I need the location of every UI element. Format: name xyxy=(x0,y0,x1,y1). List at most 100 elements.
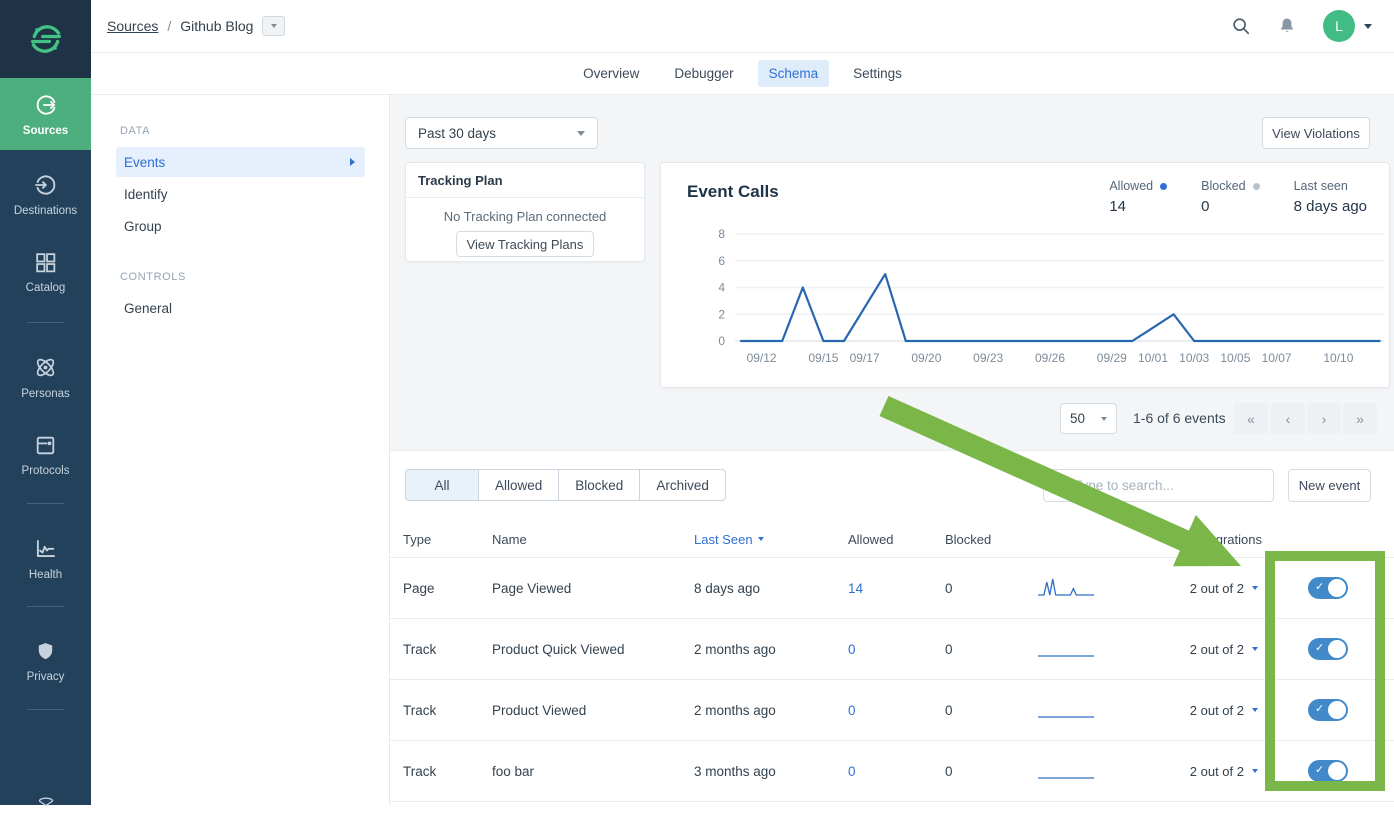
bell-icon[interactable] xyxy=(1277,16,1297,37)
integrations-caret-icon[interactable] xyxy=(1252,708,1258,712)
table-row[interactable]: Track Product Viewed 2 months ago 0 0 2 out o… xyxy=(390,680,1394,741)
integrations-toggle[interactable]: ✓ xyxy=(1308,699,1348,721)
date-range-value: Past 30 days xyxy=(418,125,497,141)
check-icon: ✓ xyxy=(1315,581,1325,593)
tab-schema[interactable]: Schema xyxy=(757,60,830,87)
integrations-toggle[interactable]: ✓ xyxy=(1308,638,1348,660)
sidebar-item-personas[interactable]: Personas xyxy=(0,341,91,413)
tracking-plan-title: Tracking Plan xyxy=(406,163,644,198)
pagination-last-button[interactable]: » xyxy=(1343,403,1377,434)
stat-blocked: Blocked 0 xyxy=(1201,179,1260,215)
cell-allowed-link[interactable]: 0 xyxy=(848,763,856,779)
source-switcher-dropdown[interactable] xyxy=(262,16,286,36)
check-icon: ✓ xyxy=(1315,642,1325,654)
column-last-seen-sort[interactable]: Last Seen xyxy=(694,532,848,547)
protocols-icon xyxy=(33,433,58,458)
svg-text:10/01: 10/01 xyxy=(1138,351,1168,365)
cell-integrations: 2 out of 2 xyxy=(1189,763,1244,779)
table-row[interactable]: Track Product Quick Viewed 2 months ago 0 0 2… xyxy=(390,619,1394,680)
sidebar-item-identify[interactable]: Identify xyxy=(124,186,168,202)
sidebar-item-protocols[interactable]: Protocols xyxy=(0,419,91,491)
pagination-first-button[interactable]: « xyxy=(1234,403,1268,434)
search-input[interactable] xyxy=(1043,469,1274,502)
svg-text:09/26: 09/26 xyxy=(1035,351,1065,365)
integrations-caret-icon[interactable] xyxy=(1252,769,1258,773)
table-row[interactable]: Page Page Viewed 8 days ago 14 0 2 out of 2 ✓ xyxy=(390,558,1394,619)
integrations-toggle[interactable]: ✓ xyxy=(1308,760,1348,782)
filter-tab-allowed[interactable]: Allowed xyxy=(478,469,560,501)
sidebar-item-sources[interactable]: Sources xyxy=(0,78,91,150)
filter-tab-blocked[interactable]: Blocked xyxy=(558,469,641,501)
page-size-select[interactable]: 50 xyxy=(1060,403,1117,434)
tab-settings[interactable]: Settings xyxy=(853,66,902,81)
table-row[interactable]: Track foo bar 3 months ago 0 0 2 out of 2 ✓ xyxy=(390,741,1394,802)
integrations-caret-icon[interactable] xyxy=(1252,647,1258,651)
legend-dot-icon xyxy=(1252,182,1260,190)
privacy-icon xyxy=(34,640,57,664)
schema-nav-panel: DATA Events Identify Group CONTROLS General xyxy=(91,95,390,805)
sidebar-item-general[interactable]: General xyxy=(124,300,173,316)
chevron-right-icon xyxy=(350,158,355,166)
stat-last-seen: Last seen 8 days ago xyxy=(1293,179,1367,215)
tab-overview[interactable]: Overview xyxy=(583,66,640,81)
sidebar-item-privacy[interactable]: Privacy xyxy=(0,625,91,697)
cell-name: Product Quick Viewed xyxy=(492,641,625,657)
user-menu[interactable]: L xyxy=(1323,10,1372,42)
integrations-toggle[interactable]: ✓ xyxy=(1308,577,1348,599)
search-icon[interactable] xyxy=(1231,16,1251,36)
cell-last-seen: 2 months ago xyxy=(694,641,776,657)
cell-last-seen: 3 months ago xyxy=(694,763,776,779)
filter-tab-all[interactable]: All xyxy=(405,469,479,501)
tab-debugger[interactable]: Debugger xyxy=(674,66,734,81)
breadcrumb-sources-link[interactable]: Sources xyxy=(107,18,159,34)
cell-type: Track xyxy=(403,641,437,657)
filter-tab-archived[interactable]: Archived xyxy=(639,469,726,501)
cell-allowed-link[interactable]: 14 xyxy=(848,580,864,596)
svg-text:4: 4 xyxy=(718,281,725,295)
sidebar-item-label: Sources xyxy=(22,124,69,137)
partial-icon xyxy=(0,795,91,813)
cell-name: foo bar xyxy=(492,763,535,779)
chart-stats: Allowed 14 Blocked 0 Last seen 8 days ago xyxy=(1109,179,1367,215)
new-event-button[interactable]: New event xyxy=(1288,469,1371,502)
sidebar: Sources Destinations Catalog Personas Protoc… xyxy=(0,0,91,807)
view-violations-button[interactable]: View Violations xyxy=(1262,117,1370,149)
segment-logo-icon[interactable] xyxy=(0,0,91,78)
sort-caret-icon xyxy=(757,537,764,541)
pagination-prev-button[interactable]: ‹ xyxy=(1271,403,1305,434)
page-size-value: 50 xyxy=(1070,411,1086,426)
sidebar-item-health[interactable]: Health xyxy=(0,522,91,594)
cell-integrations: 2 out of 2 xyxy=(1189,641,1244,657)
topbar: Sources / Github Blog L xyxy=(91,0,1394,53)
chart-title: Event Calls xyxy=(687,182,779,201)
avatar[interactable]: L xyxy=(1323,10,1355,42)
sidebar-item-events[interactable]: Events xyxy=(116,147,365,177)
sidebar-item-label: Catalog xyxy=(25,282,66,294)
svg-text:10/05: 10/05 xyxy=(1220,351,1250,365)
personas-icon xyxy=(32,354,59,381)
svg-text:10/03: 10/03 xyxy=(1179,351,1209,365)
column-integrations: Integrations xyxy=(1194,531,1262,547)
svg-text:6: 6 xyxy=(718,254,725,268)
cell-allowed-link[interactable]: 0 xyxy=(848,702,856,718)
sidebar-item-catalog[interactable]: Catalog xyxy=(0,236,91,308)
view-tracking-plans-button[interactable]: View Tracking Plans xyxy=(455,231,595,257)
date-range-select[interactable]: Past 30 days xyxy=(405,117,598,149)
cell-allowed-link[interactable]: 0 xyxy=(848,641,856,657)
caret-down-icon xyxy=(1101,416,1107,421)
sidebar-item-label: Personas xyxy=(21,388,70,400)
check-icon: ✓ xyxy=(1315,764,1325,776)
stat-allowed: Allowed 14 xyxy=(1109,179,1168,215)
pagination-next-button[interactable]: › xyxy=(1307,403,1341,434)
integrations-caret-icon[interactable] xyxy=(1252,586,1258,590)
nav-section-title: CONTROLS xyxy=(120,271,186,283)
sidebar-item-destinations[interactable]: Destinations xyxy=(0,158,91,230)
sparkline xyxy=(1038,776,1094,779)
sidebar-item-group[interactable]: Group xyxy=(124,218,162,234)
svg-text:09/29: 09/29 xyxy=(1097,351,1127,365)
cell-integrations: 2 out of 2 xyxy=(1189,702,1244,718)
event-filter-tabs: All Allowed Blocked Archived xyxy=(405,469,726,501)
svg-text:09/17: 09/17 xyxy=(850,351,880,365)
svg-text:09/20: 09/20 xyxy=(911,351,941,365)
